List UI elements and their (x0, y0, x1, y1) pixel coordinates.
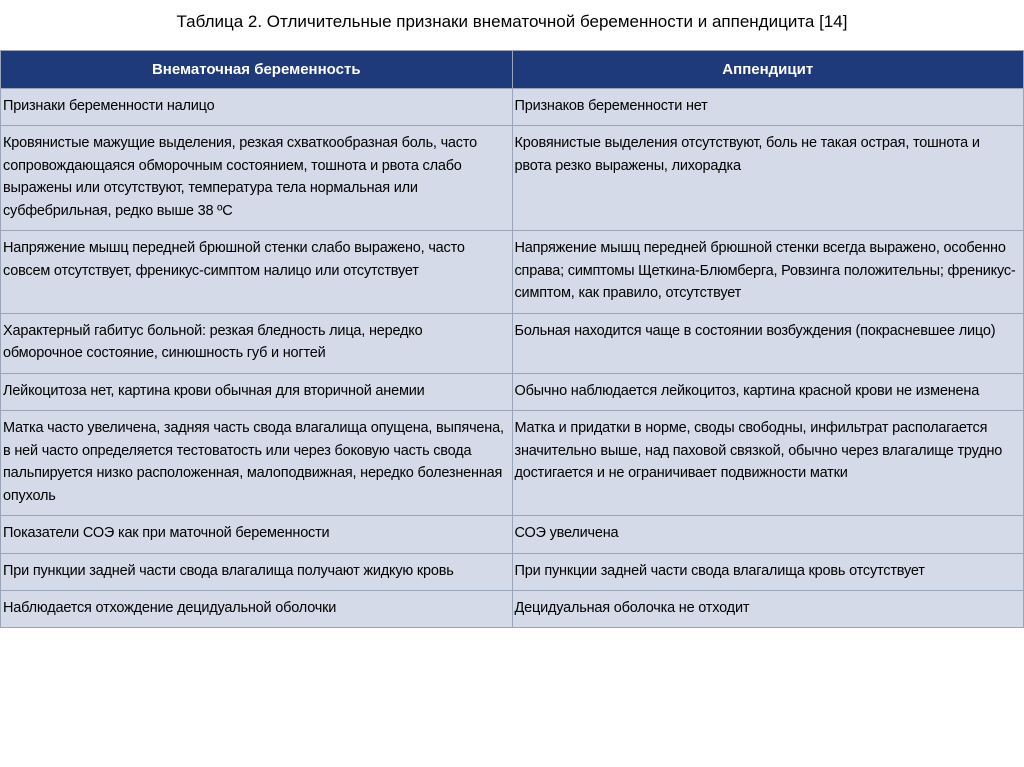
cell-right: Децидуальная оболочка не отходит (512, 590, 1024, 627)
column-header-left: Внематочная беременность (1, 51, 513, 89)
table-row: Кровянистые мажущие выделения, резкая сх… (1, 126, 1024, 231)
cell-left: Напряжение мышц передней брюшной стенки … (1, 231, 513, 313)
table-title: Таблица 2. Отличительные признаки внемат… (0, 0, 1024, 50)
cell-left: Матка часто увеличена, задняя часть свод… (1, 411, 513, 516)
table-row: При пункции задней части свода влагалища… (1, 553, 1024, 590)
cell-right: При пункции задней части свода влагалища… (512, 553, 1024, 590)
cell-left: Лейкоцитоза нет, картина крови обычная д… (1, 373, 513, 410)
cell-right: Обычно наблюдается лейкоцитоз, картина к… (512, 373, 1024, 410)
table-row: Показатели СОЭ как при маточной беременн… (1, 516, 1024, 553)
table-row: Наблюдается отхождение децидуальной обол… (1, 590, 1024, 627)
cell-left: Признаки беременности налицо (1, 89, 513, 126)
cell-left: Показатели СОЭ как при маточной беременн… (1, 516, 513, 553)
cell-right: Кровянистые выделения отсутствуют, боль … (512, 126, 1024, 231)
column-header-right: Аппендицит (512, 51, 1024, 89)
cell-left: Наблюдается отхождение децидуальной обол… (1, 590, 513, 627)
cell-left: При пункции задней части свода влагалища… (1, 553, 513, 590)
cell-right: СОЭ увеличена (512, 516, 1024, 553)
cell-left: Характерный габитус больной: резкая блед… (1, 313, 513, 373)
cell-right: Больная находится чаще в состоянии возбу… (512, 313, 1024, 373)
cell-right: Признаков беременности нет (512, 89, 1024, 126)
comparison-table: Внематочная беременность Аппендицит Приз… (0, 50, 1024, 628)
table-row: Характерный габитус больной: резкая блед… (1, 313, 1024, 373)
table-row: Напряжение мышц передней брюшной стенки … (1, 231, 1024, 313)
cell-left: Кровянистые мажущие выделения, резкая сх… (1, 126, 513, 231)
table-row: Признаки беременности налицо Признаков б… (1, 89, 1024, 126)
table-row: Матка часто увеличена, задняя часть свод… (1, 411, 1024, 516)
cell-right: Матка и придатки в норме, своды свободны… (512, 411, 1024, 516)
cell-right: Напряжение мышц передней брюшной стенки … (512, 231, 1024, 313)
table-row: Лейкоцитоза нет, картина крови обычная д… (1, 373, 1024, 410)
